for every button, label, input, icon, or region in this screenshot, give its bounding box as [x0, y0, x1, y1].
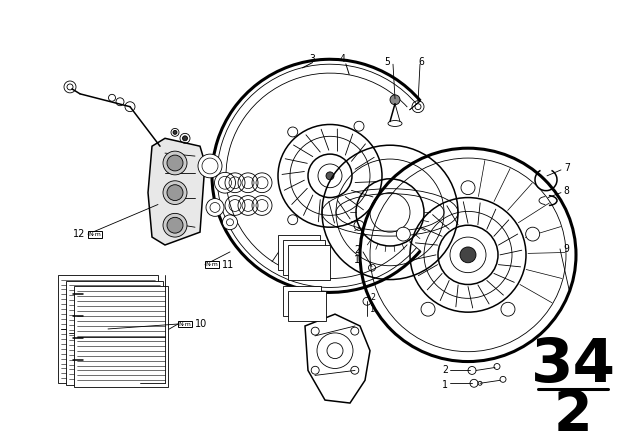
- Text: 34: 34: [531, 336, 616, 395]
- Circle shape: [214, 172, 236, 193]
- Text: 5: 5: [384, 57, 390, 67]
- Bar: [88, 231, 102, 237]
- Text: 8: 8: [563, 185, 569, 196]
- Text: 2: 2: [354, 245, 360, 255]
- Circle shape: [525, 227, 540, 241]
- Circle shape: [182, 136, 188, 141]
- Text: 2: 2: [442, 366, 448, 375]
- Circle shape: [390, 95, 400, 105]
- Circle shape: [173, 130, 177, 134]
- Text: 1: 1: [370, 305, 375, 314]
- Circle shape: [460, 247, 476, 263]
- Circle shape: [167, 155, 183, 171]
- Circle shape: [421, 302, 435, 316]
- Circle shape: [167, 185, 183, 201]
- Bar: [58, 275, 158, 383]
- Text: 10: 10: [195, 319, 207, 329]
- Bar: [288, 291, 326, 321]
- Polygon shape: [148, 138, 205, 245]
- Text: 4: 4: [339, 54, 345, 64]
- Bar: [278, 235, 320, 270]
- Bar: [288, 245, 330, 280]
- Circle shape: [163, 151, 187, 175]
- Bar: [66, 280, 163, 385]
- Text: 12: 12: [72, 229, 85, 239]
- Text: 1: 1: [442, 380, 448, 390]
- Text: 1: 1: [354, 255, 360, 265]
- Text: 11: 11: [222, 260, 234, 270]
- Circle shape: [501, 302, 515, 316]
- Circle shape: [396, 227, 410, 241]
- Bar: [178, 321, 192, 327]
- Text: N·m: N·m: [88, 232, 101, 237]
- Text: N·m: N·m: [205, 262, 218, 267]
- Circle shape: [206, 198, 224, 216]
- Text: N·m: N·m: [179, 322, 191, 327]
- Bar: [74, 286, 168, 387]
- Text: 2: 2: [554, 388, 592, 442]
- Text: 9: 9: [563, 244, 569, 254]
- Circle shape: [167, 217, 183, 233]
- Text: 2: 2: [370, 293, 375, 302]
- Bar: [283, 240, 325, 275]
- Circle shape: [223, 215, 237, 230]
- Text: 3: 3: [309, 54, 315, 64]
- Circle shape: [198, 154, 222, 178]
- Text: 7: 7: [564, 163, 570, 173]
- Polygon shape: [305, 314, 370, 403]
- Circle shape: [163, 181, 187, 204]
- Circle shape: [163, 213, 187, 237]
- Text: 6: 6: [418, 57, 424, 67]
- Circle shape: [326, 172, 334, 180]
- Circle shape: [461, 181, 475, 194]
- Bar: [283, 286, 321, 316]
- Bar: [205, 261, 219, 268]
